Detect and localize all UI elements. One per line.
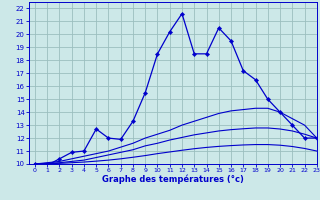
X-axis label: Graphe des températures (°c): Graphe des températures (°c) xyxy=(102,175,244,184)
